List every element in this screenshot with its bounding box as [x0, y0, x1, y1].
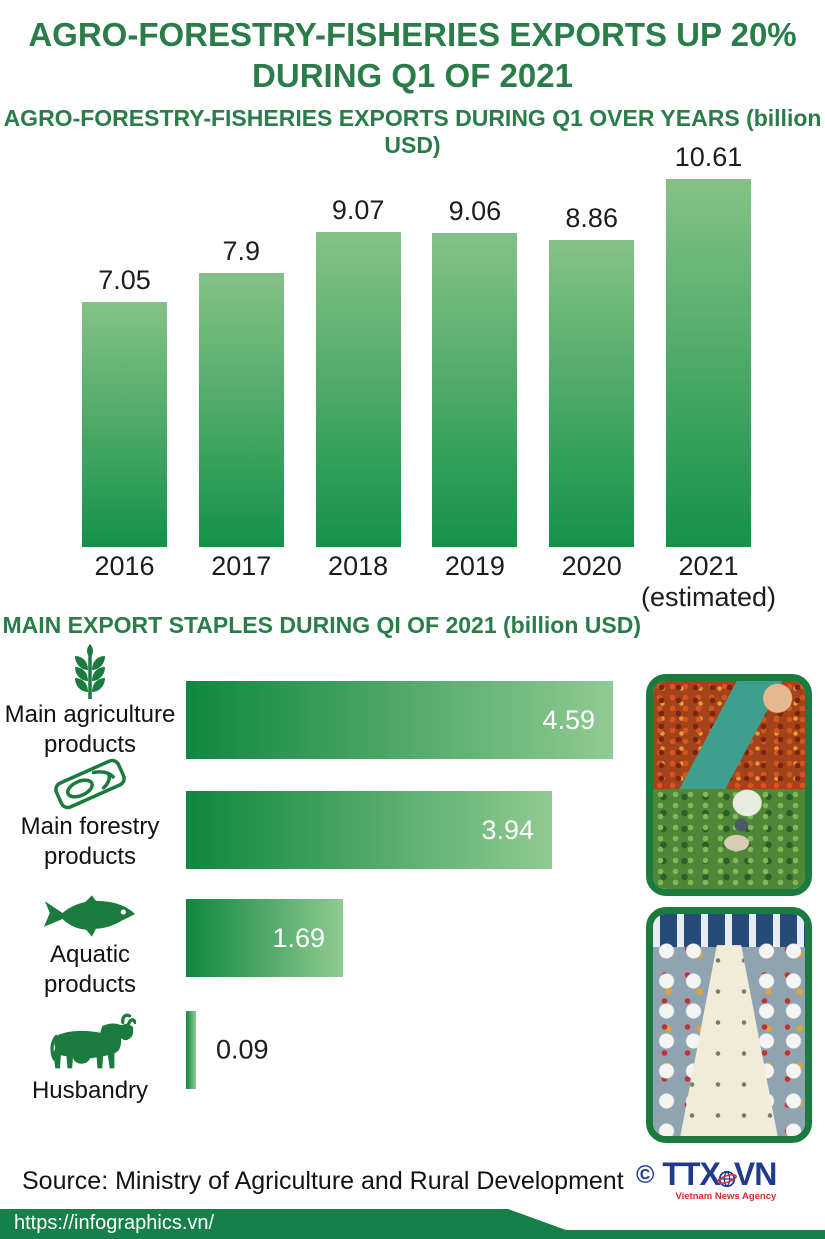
timber-icon	[54, 758, 126, 810]
bar-value-label: 10.61	[674, 141, 743, 172]
staple-label-text: Main forestry	[20, 813, 160, 840]
staple-label-text: products	[43, 971, 137, 998]
source-text: Source: Ministry of Agriculture and Rura…	[22, 1167, 624, 1195]
bar-husbandry	[186, 1011, 196, 1089]
agency-name-part2: VN	[733, 1156, 777, 1192]
yearly-chart-xlabels: 2016 2017 2018 2019 2020 2021 (estimated)	[82, 551, 777, 613]
staple-label-text: Husbandry	[31, 1077, 149, 1104]
staple-label-husbandry: Husbandry	[0, 1013, 180, 1105]
staple-label-aquatic: Aquatic products	[0, 893, 180, 999]
agency-name-part1: TTX	[662, 1156, 720, 1192]
bar-column-2020: 8.86	[549, 202, 635, 547]
bar-value-label: 7.9	[222, 235, 261, 266]
bar-main-forestry-products: 3.94	[186, 791, 552, 869]
bar-value-label: 0.09	[216, 1034, 269, 1065]
main-title-line1: AGRO-FORESTRY-FISHERIES EXPORTS UP 20%	[28, 16, 797, 53]
staple-label-text: Main agriculture	[4, 701, 176, 728]
yearly-chart-columns: 7.05 7.9 9.07 9.06 8.86 10.61	[82, 141, 751, 547]
staple-label-text: Aquatic	[49, 941, 131, 968]
main-title-line2: DURING Q1 OF 2021	[252, 57, 573, 94]
bar-value-label: 7.05	[98, 265, 151, 296]
staple-label-text: products	[43, 843, 137, 870]
globe-icon	[716, 1170, 737, 1188]
staple-label-forestry: Main forestry products	[0, 757, 180, 871]
coffee-berries-photo	[653, 681, 805, 789]
bar-value-label: 1.69	[272, 922, 325, 953]
footer-url-link[interactable]: https://infographics.vn/	[14, 1212, 215, 1234]
wheat-icon	[75, 644, 105, 699]
bar-column-2021: 10.61	[665, 141, 751, 547]
copyright-icon: ©	[636, 1161, 655, 1189]
bar-aquatic-products: 1.69	[186, 899, 343, 977]
bar-2021	[665, 178, 751, 547]
agency-logo: © TTX VN Vietnam News Agency	[636, 1158, 812, 1202]
bar-column-2018: 9.07	[315, 195, 401, 547]
photo-panel-top	[646, 674, 812, 896]
bar-column-2016: 7.05	[82, 265, 167, 547]
bar-main-agriculture-products: 4.59	[186, 681, 613, 759]
x-label-2018: 2018	[328, 551, 389, 581]
x-label-2016: 2016	[94, 551, 155, 581]
bar-2016	[82, 302, 167, 547]
bar-2020	[549, 239, 635, 547]
bar-2018	[315, 232, 401, 547]
bar-value-label: 9.06	[448, 195, 502, 226]
fish-icon	[43, 895, 136, 937]
bar-value-label: 8.86	[565, 202, 618, 233]
bar-value-label: 9.07	[331, 195, 385, 226]
bar-value-label: 4.59	[542, 704, 595, 735]
cow-icon	[50, 1013, 136, 1069]
x-label-2021: 2021 (estimated)	[640, 551, 777, 612]
staple-label-agriculture: Main agriculture products	[0, 643, 180, 759]
agency-tagline: Vietnam News Agency	[675, 1191, 777, 1202]
staples-chart-title: MAIN EXPORT STAPLES DURING QI OF 2021 (b…	[2, 612, 642, 638]
shrimp-processing-photo	[653, 914, 805, 1136]
x-label-2017: 2017	[211, 551, 272, 581]
x-label-2020: 2020	[561, 551, 622, 581]
photo-panel-bottom	[646, 907, 812, 1143]
pepper-harvest-photo	[653, 789, 805, 889]
x-label-2019: 2019	[444, 551, 505, 581]
bar-column-2019: 9.06	[432, 195, 518, 547]
bar-2017	[198, 272, 284, 547]
staple-label-text: products	[43, 731, 137, 758]
yearly-chart-title: AGRO-FORESTRY-FISHERIES EXPORTS DURING Q…	[3, 105, 822, 158]
bar-value-label: 3.94	[481, 814, 534, 845]
bar-column-2017: 7.9	[198, 235, 284, 547]
bar-2019	[432, 232, 518, 547]
